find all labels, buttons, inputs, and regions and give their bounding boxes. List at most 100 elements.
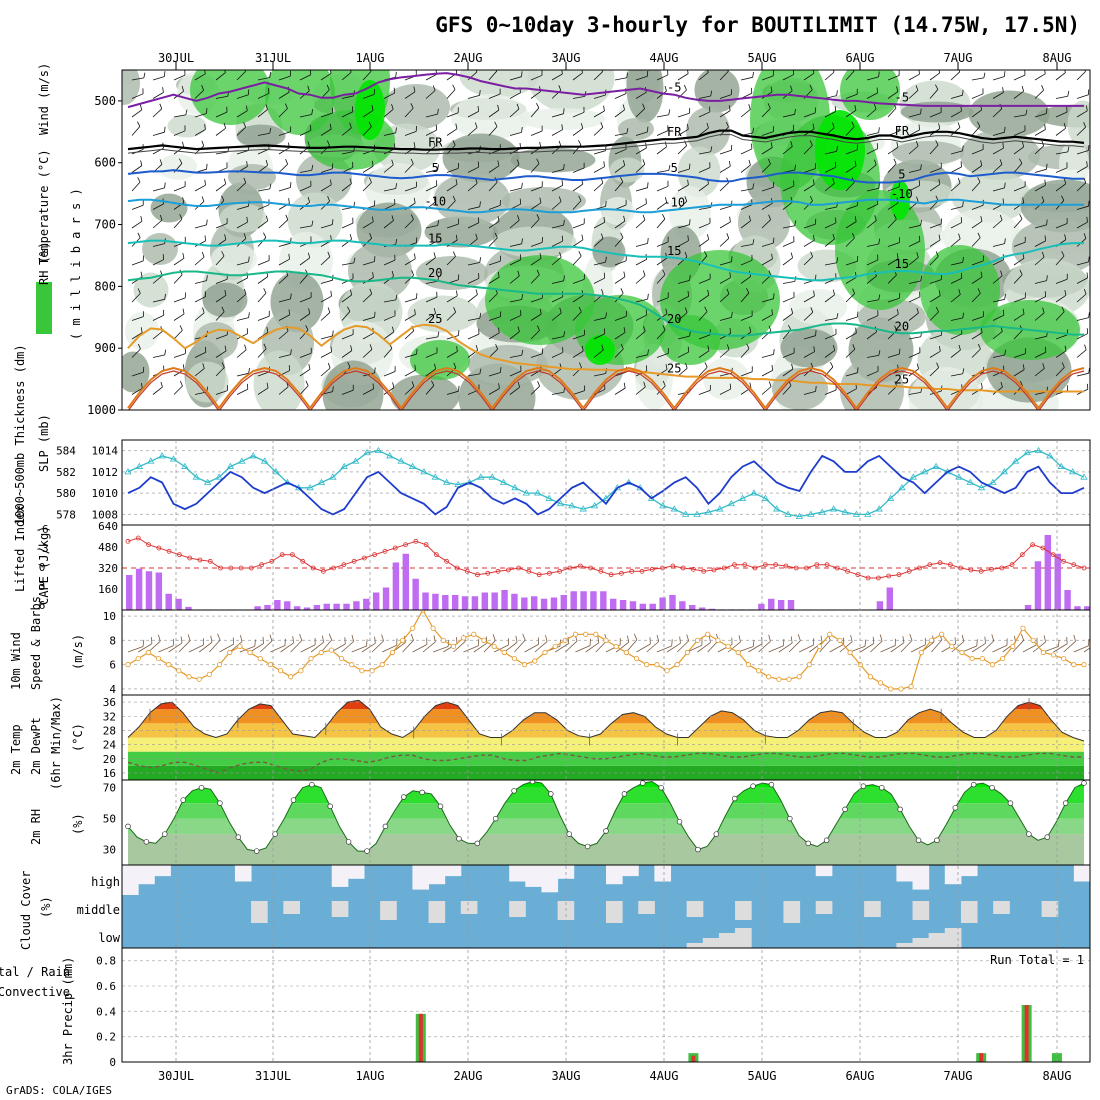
- wind-barb: [719, 272, 731, 284]
- wind-barb: [761, 126, 775, 136]
- cloud-clear-middle: [380, 901, 397, 920]
- wind-barb: [929, 218, 942, 229]
- wind-barb: [404, 158, 414, 173]
- cape-bar: [1054, 553, 1061, 610]
- wind-barb: [131, 382, 143, 395]
- wind-barb: [173, 70, 186, 81]
- li-marker: [608, 572, 614, 578]
- wind-barb: [530, 102, 540, 118]
- wind-barb: [341, 329, 354, 340]
- wind-barb: [530, 269, 540, 284]
- wind-barb: [866, 159, 877, 173]
- wind-speed-marker: [745, 662, 751, 668]
- rh-legend-swatch: [36, 282, 52, 334]
- wind-barb: [425, 220, 440, 229]
- cape-bar: [155, 572, 163, 610]
- wind-speed-marker: [949, 643, 955, 650]
- thickness-marker: [1023, 448, 1031, 456]
- rh-marker: [309, 781, 315, 788]
- wind-barb: [698, 289, 710, 303]
- wind-barb: [404, 364, 416, 377]
- rh-marker: [401, 794, 407, 800]
- wind-speed-marker: [186, 674, 192, 680]
- wind-barb: [341, 384, 354, 395]
- wind-barb: [929, 362, 940, 377]
- wind-barb: [215, 106, 228, 118]
- wind-barb: [614, 311, 627, 321]
- wind-barb: [383, 310, 396, 321]
- wind-barb: [666, 636, 681, 653]
- surface-temp-line: [127, 366, 1085, 410]
- rh-marker: [272, 831, 278, 837]
- wind-barb: [194, 235, 206, 247]
- cloud-ylabels: Cloud Cover (%) high middle low: [19, 871, 121, 950]
- wind-barb: [698, 362, 708, 377]
- rh-ytick-label: 30: [103, 844, 116, 857]
- li-marker: [958, 565, 964, 571]
- cloud-row-high: high: [91, 875, 120, 889]
- profile-ytick-label: 600: [94, 156, 116, 170]
- precip-conv-bar: [979, 1053, 984, 1062]
- precip-conv-bar: [418, 1013, 423, 1062]
- wind-barb: [1076, 200, 1090, 210]
- wind-barb: [929, 107, 942, 118]
- thickness-marker: [420, 468, 428, 475]
- wind-barb: [551, 347, 564, 358]
- wind-barb: [908, 275, 923, 284]
- wind-barb: [509, 326, 520, 340]
- cape-bar: [343, 603, 350, 610]
- wind-barb: [362, 383, 374, 395]
- wind-barb: [1034, 235, 1046, 247]
- wind-barb: [614, 72, 629, 81]
- wind-barb: [320, 123, 332, 136]
- wind-barb: [152, 381, 163, 395]
- wind-barb: [229, 635, 243, 653]
- cape-bar: [1034, 561, 1042, 610]
- rh-marker: [713, 831, 720, 837]
- wind-barb: [425, 252, 436, 266]
- wind-barb: [614, 104, 625, 118]
- thickness-marker: [920, 468, 929, 475]
- cloud-clear-high: [896, 865, 914, 882]
- wind-barb: [866, 365, 879, 377]
- isotherm-line: [127, 129, 1085, 151]
- wind-barb: [845, 104, 857, 118]
- profile-ylabel-wind: Wind (m/s): [37, 63, 51, 135]
- thickness-marker: [1034, 446, 1043, 454]
- wind-barb: [782, 236, 795, 247]
- thickness-marker: [704, 508, 713, 515]
- date-label-bottom: 4AUG: [650, 1069, 679, 1083]
- li-marker: [1009, 562, 1015, 568]
- wind-barb: [524, 637, 540, 653]
- wind-barb: [677, 274, 691, 284]
- wind-barb: [530, 197, 542, 210]
- cloud-clear-low: [702, 938, 720, 948]
- thickness-marker: [397, 457, 405, 464]
- rh-marker: [1044, 834, 1050, 840]
- wind-barb: [1013, 214, 1023, 229]
- wind-speed-marker: [328, 647, 335, 653]
- date-label-top: 31JUL: [255, 51, 291, 65]
- wind-barb: [740, 382, 752, 395]
- wind-barb: [404, 253, 416, 266]
- wind-barb: [866, 143, 879, 155]
- wind-barb: [740, 159, 751, 173]
- wind-barb: [740, 343, 750, 358]
- cape-bar: [570, 591, 577, 610]
- li-marker: [238, 565, 244, 571]
- thickness-marker: [147, 457, 155, 464]
- wind-barb: [1076, 145, 1090, 155]
- wind-barb: [656, 141, 667, 155]
- rh-green-area: [835, 190, 925, 310]
- slp-ytick-label: 1010: [92, 487, 119, 500]
- thickness-marker: [886, 494, 895, 501]
- wind-speed-marker: [786, 676, 792, 682]
- rh-marker: [787, 815, 793, 822]
- li-marker: [146, 542, 151, 548]
- wind-barb: [278, 126, 292, 136]
- rh-grey-area: [968, 90, 1050, 138]
- wind-barb: [320, 219, 334, 229]
- li-marker: [680, 565, 686, 571]
- li-marker: [433, 552, 439, 558]
- wind-barb: [488, 255, 502, 266]
